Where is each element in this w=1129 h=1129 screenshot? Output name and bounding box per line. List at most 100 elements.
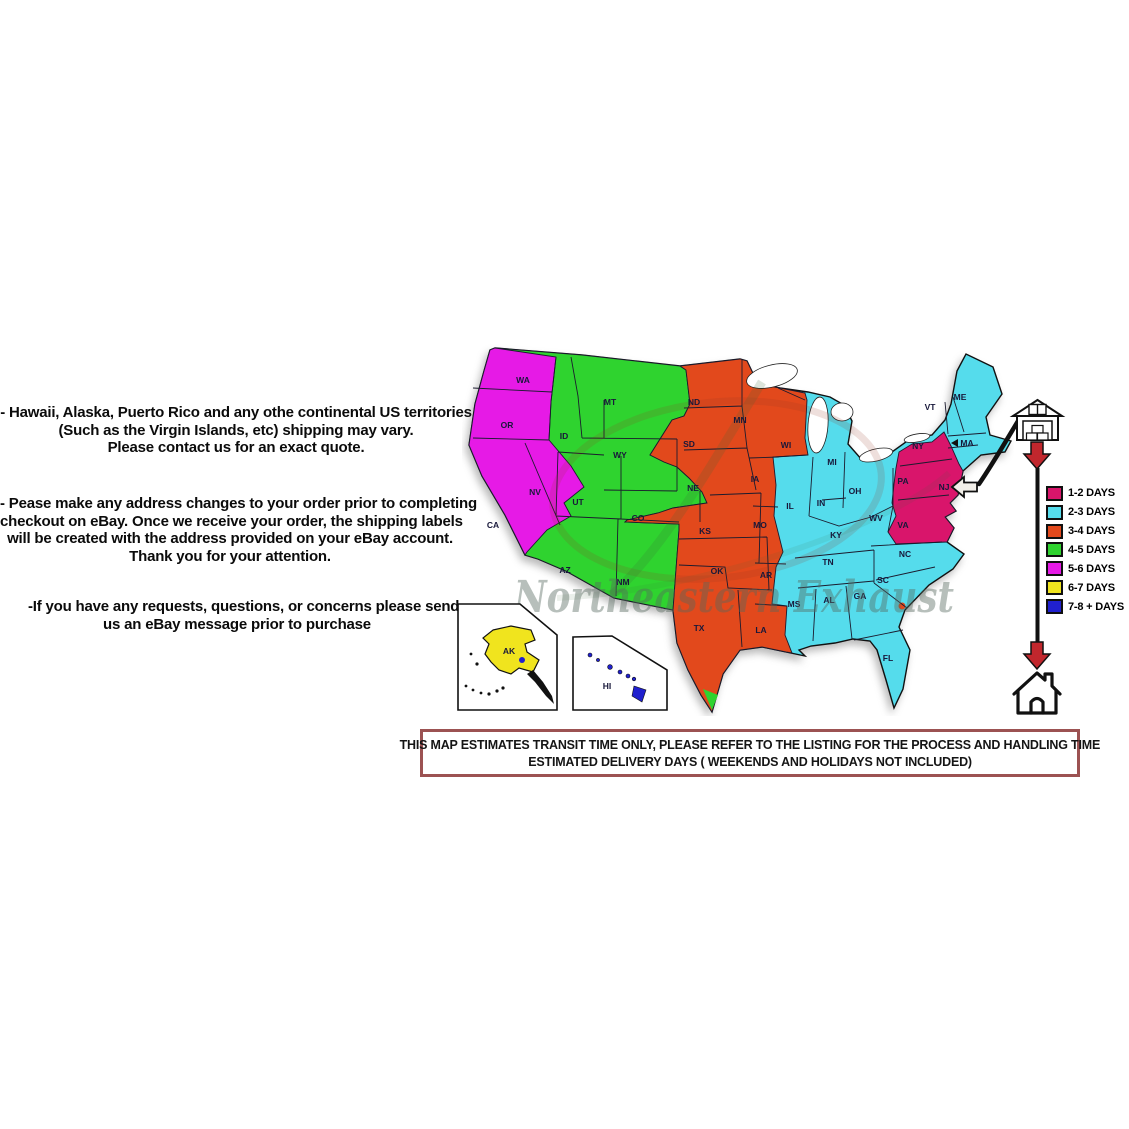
state-label-ga: GA [854,591,867,601]
state-label-ma: MA [960,438,973,448]
state-label-in: IN [817,498,826,508]
down-arrow-top-icon [1022,441,1052,471]
state-label-ks: KS [699,526,711,536]
state-borders [472,356,987,648]
state-label-sd: SD [683,439,695,449]
state-label-ok: OK [711,566,725,576]
texas-tip-green-accent [703,689,718,710]
georgia-coast-orange-accent [898,602,906,610]
lake-michigan [807,396,829,454]
state-label-ia: IA [751,474,760,484]
watermark-text: Northeastern Exhaust [512,572,954,623]
legend-label: 1-2 DAYS [1068,487,1115,500]
transit-time-legend: 1-2 DAYS 2-3 DAYS 3-4 DAYS 4-5 DAYS 5-6 … [1046,485,1124,615]
aleutian-islands [464,652,505,696]
state-label-va: VA [897,520,908,530]
state-label-pa: PA [897,476,908,486]
legend-swatch-6-7-days [1046,580,1063,596]
state-label-mo: MO [753,520,767,530]
legend-row: 5-6 DAYS [1046,561,1124,577]
state-label-ne: NE [687,483,699,493]
lake-erie [858,447,894,463]
warehouse-to-nj-arrow [976,418,1021,487]
state-label-sc: SC [877,575,889,585]
state-label-az: AZ [559,565,570,575]
legend-row: 2-3 DAYS [1046,504,1124,520]
alaska-panhandle [527,670,554,704]
state-label-oh: OH [849,486,862,496]
flow-line [1035,468,1040,642]
alaska-blue-patch [519,657,525,663]
alaska-inset: AK [457,603,558,711]
note-address-changes: - Pease make any address changes to your… [0,495,477,565]
great-lakes [746,363,931,463]
down-arrow-bottom-icon [1022,641,1052,671]
state-label-or: OR [501,420,514,430]
legend-swatch-2-3-days [1046,504,1063,520]
hawaii-label: HI [603,681,612,691]
state-label-fl: FL [883,653,893,663]
state-label-vt: VT [925,402,937,412]
state-label-nm: NM [616,577,629,587]
legend-label: 6-7 DAYS [1068,581,1115,594]
alaska-label: AK [503,646,516,656]
state-label-nd: ND [688,397,700,407]
note-territories: - Hawaii, Alaska, Puerto Rico and any ot… [0,404,472,457]
legend-row: 7-8 + DAYS [1046,599,1124,615]
state-label-ar: AR [760,570,772,580]
note-line: checkout on eBay. Once we receive your o… [0,512,463,530]
note-line: (Such as the Virgin Islands, etc) shippi… [58,421,414,439]
hawaii-islands [587,652,647,703]
state-label-nc: NC [899,549,911,559]
state-label-ny: NY [912,441,924,451]
legend-swatch-4-5-days [1046,542,1063,558]
state-label-nv: NV [529,487,541,497]
state-label-wy: WY [613,450,627,460]
state-label-mn: MN [733,415,746,425]
us-transit-map: WA OR CA NV ID MT WY UT AZ NM ND SD NE C… [468,347,1013,714]
note-line: - Pease make any address changes to your… [0,495,477,512]
disclaimer-line: ESTIMATED DELIVERY DAYS ( WEEKENDS AND H… [528,754,972,769]
legend-row: 3-4 DAYS [1046,523,1124,539]
warehouse-icon [1009,398,1066,441]
state-label-co: CO [632,513,645,523]
lake-ontario [903,433,931,443]
note-line: - Hawaii, Alaska, Puerto Rico and any ot… [0,404,472,421]
note-contact: -If you have any requests, questions, or… [28,598,460,633]
legend-swatch-1-2-days [1046,485,1063,501]
alaska-shape [482,625,540,675]
state-label-me: ME [954,392,967,402]
shipping-flow [950,398,1066,715]
note-line: Please contact us for an exact quote. [107,439,365,456]
ma-pointer-icon [951,439,958,447]
state-label-id: ID [560,431,569,441]
state-label-wi: WI [781,440,791,450]
state-label-ut: UT [572,497,584,507]
state-label-ca: CA [487,520,499,530]
state-labels: WA OR CA NV ID MT WY UT AZ NM ND SD NE C… [487,375,974,663]
state-label-la: LA [755,625,766,635]
hawaii-inset: HI [572,635,668,711]
note-line: us an eBay message prior to purchase [103,615,371,633]
legend-label: 5-6 DAYS [1068,562,1115,575]
state-label-al: AL [823,595,834,605]
state-label-ky: KY [830,530,842,540]
legend-swatch-5-6-days [1046,561,1063,577]
legend-row: 6-7 DAYS [1046,580,1124,596]
note-line: will be created with the address provide… [7,530,453,547]
house-icon [1012,671,1062,715]
disclaimer-line: THIS MAP ESTIMATES TRANSIT TIME ONLY, PL… [399,737,1101,752]
disclaimer-box: THIS MAP ESTIMATES TRANSIT TIME ONLY, PL… [400,729,1100,777]
legend-row: 1-2 DAYS [1046,485,1124,501]
state-label-wa: WA [516,375,530,385]
state-label-ms: MS [788,599,801,609]
legend-label: 7-8 + DAYS [1068,600,1124,613]
legend-row: 4-5 DAYS [1046,542,1124,558]
state-label-il: IL [786,501,794,511]
note-line: -If you have any requests, questions, or… [28,598,460,615]
state-label-mt: MT [604,397,617,407]
map-regions [468,347,1013,714]
legend-label: 3-4 DAYS [1068,525,1115,538]
legend-label: 2-3 DAYS [1068,506,1115,519]
note-line: Thank you for your attention. [129,547,331,565]
